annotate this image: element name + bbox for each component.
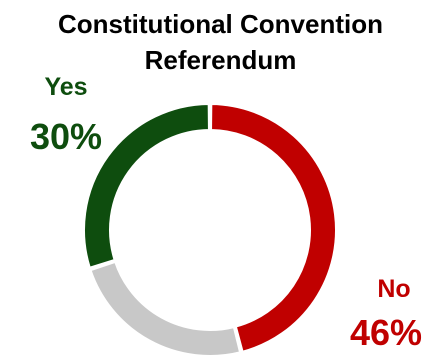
yes-label: Yes — [44, 73, 88, 101]
yes-value: 30% — [29, 116, 103, 157]
slice-no — [210, 102, 337, 353]
slice-yes — [83, 102, 210, 269]
chart-title-line2: Referendum — [144, 45, 297, 75]
no-label: No — [377, 275, 411, 303]
no-value: 46% — [349, 312, 423, 353]
chart-title-line1: Constitutional Convention — [58, 9, 383, 39]
slice-other — [89, 260, 242, 356]
